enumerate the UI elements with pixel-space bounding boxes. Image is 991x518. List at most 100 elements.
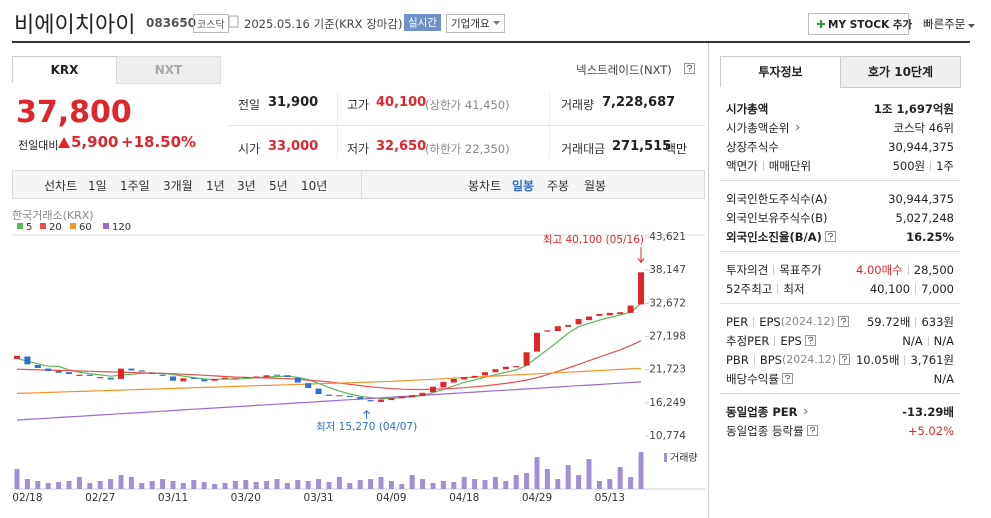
- volume-bar: [628, 477, 634, 489]
- candle: [617, 312, 624, 315]
- row-label: 상장주식수: [726, 139, 779, 155]
- link-icon[interactable]: [800, 406, 811, 417]
- plus-icon: [817, 20, 825, 28]
- candle: [450, 378, 457, 383]
- y-tick-label: 16,249: [649, 397, 686, 409]
- candle: [305, 383, 312, 388]
- help-icon[interactable]: [839, 354, 851, 365]
- candle: [66, 372, 72, 375]
- x-tick-label: 03/31: [303, 492, 333, 504]
- label: 시가총액순위: [726, 120, 790, 135]
- row-value: 16.25%: [906, 230, 954, 244]
- quote-label: 거래대금: [561, 142, 606, 156]
- help-icon[interactable]: [804, 335, 816, 346]
- high-arrowhead: [637, 258, 645, 264]
- caret: [492, 21, 500, 25]
- label: PBR: [726, 352, 749, 367]
- period[interactable]: 10년: [301, 179, 328, 193]
- help-icon[interactable]: [837, 316, 849, 327]
- volume-bar: [524, 473, 530, 489]
- period[interactable]: 1년: [206, 179, 225, 193]
- row-label: 투자의견 목표주가: [726, 262, 822, 278]
- volume-bar: [66, 481, 72, 489]
- row-label: 액면가 매매단위: [726, 158, 811, 174]
- overview-button[interactable]: 기업개요: [446, 14, 505, 33]
- date: 2025.05.16 기준(KRX 장마감): [244, 17, 403, 31]
- candle: [502, 366, 509, 370]
- help-icon[interactable]: [824, 231, 836, 242]
- volume-bar: [118, 475, 124, 489]
- period[interactable]: 3개월: [163, 179, 193, 193]
- candle: [274, 374, 280, 376]
- high-annotation: 최고 40,100 (05/16): [543, 234, 644, 246]
- info-row: 액면가 매매단위 500원 1주: [726, 156, 954, 175]
- volume-bar: [378, 477, 384, 489]
- volume-bar: [180, 483, 186, 489]
- row-value: 30,944,375: [888, 192, 954, 206]
- row-label: 시가총액순위: [726, 120, 803, 136]
- value: -13.29배: [902, 404, 954, 419]
- quick-order[interactable]: 빠른주문: [923, 16, 976, 32]
- help-icon[interactable]: [781, 373, 793, 384]
- volume-bar: [326, 482, 332, 489]
- help-icon[interactable]: [806, 425, 818, 436]
- link-icon[interactable]: [792, 122, 803, 133]
- candle: [513, 366, 520, 368]
- separator: [753, 354, 755, 365]
- tab-info[interactable]: 투자정보: [720, 56, 841, 87]
- period[interactable]: 5년: [269, 179, 288, 193]
- mystock-button[interactable]: MY STOCK 추가: [808, 13, 912, 35]
- candle: [378, 399, 384, 402]
- tab-nxt[interactable]: NXT: [116, 56, 221, 84]
- candle: [606, 312, 613, 316]
- current-price: 37,800: [16, 95, 132, 130]
- candle: [45, 368, 52, 372]
- legend-swatch: [103, 223, 109, 229]
- label: BPS: [759, 352, 782, 367]
- volume-bar: [128, 477, 134, 489]
- volume-bar: [638, 452, 644, 489]
- volume-bar: [201, 482, 207, 489]
- quote-value: 40,100: [376, 95, 427, 110]
- tab-krx[interactable]: KRX: [12, 56, 117, 83]
- candle-period-active[interactable]: 일봉: [512, 179, 535, 193]
- separator: [774, 335, 776, 346]
- candle-period[interactable]: 월봉: [584, 179, 607, 193]
- candle: [346, 395, 353, 398]
- tab-orderbook[interactable]: 호가 10단계: [840, 56, 961, 88]
- label: EPS: [759, 314, 781, 329]
- volume-bar: [388, 481, 394, 489]
- realtime-button[interactable]: 실시간: [404, 14, 441, 31]
- x-tick-label: 03/11: [158, 492, 188, 504]
- volume-bar: [555, 479, 561, 489]
- candle-period[interactable]: 주봉: [547, 179, 570, 193]
- value: 10.05배: [855, 352, 900, 367]
- label: 액면가: [726, 158, 758, 173]
- volume-bar: [305, 481, 311, 489]
- help-icon[interactable]: [684, 63, 695, 74]
- change: 5,900: [71, 133, 119, 151]
- info-group: PER EPS (2024.12) 59.72배 633원 추정PER EPS N/A N/A P…: [720, 310, 960, 394]
- separator: [753, 316, 755, 327]
- period[interactable]: 3년: [237, 179, 256, 193]
- stock-code: 083650: [146, 16, 197, 30]
- value: 633원: [921, 314, 954, 329]
- candle: [596, 314, 603, 316]
- separator: [915, 316, 917, 327]
- value: 4.00매수: [855, 262, 903, 277]
- line-chart-label[interactable]: 선차트: [44, 179, 78, 193]
- x-tick-label: 04/09: [376, 492, 406, 504]
- doc-icon: [228, 15, 239, 28]
- info-row: 투자의견 목표주가 4.00매수 28,500: [726, 260, 954, 279]
- candle: [627, 305, 634, 313]
- row-value: N/A N/A: [902, 334, 954, 348]
- period[interactable]: 1주일: [120, 179, 150, 193]
- period[interactable]: 1일: [88, 179, 107, 193]
- value: 코스닥 46위: [893, 120, 954, 135]
- label: 매매단위: [768, 158, 812, 173]
- quote-label: 전일: [238, 98, 261, 112]
- candle-chart-label[interactable]: 봉차트: [468, 179, 502, 193]
- nxt-link[interactable]: 넥스트레이드(NXT): [576, 63, 672, 77]
- candle: [34, 364, 41, 368]
- label: 52주최고: [726, 281, 773, 296]
